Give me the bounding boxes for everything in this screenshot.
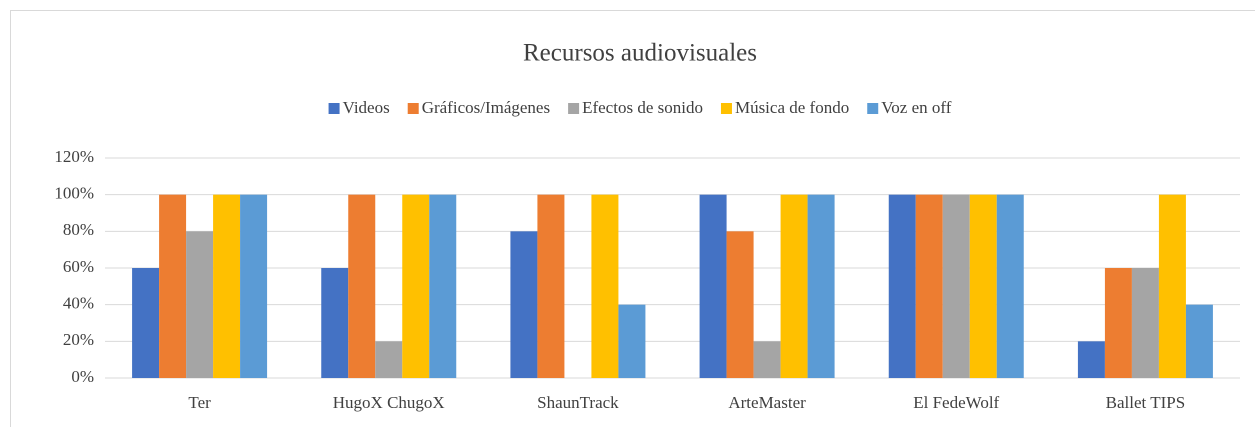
bar	[537, 194, 565, 378]
bar	[1077, 341, 1105, 378]
bar	[915, 194, 943, 378]
bar	[213, 194, 241, 378]
y-tick-label: 120%	[54, 147, 94, 166]
bar	[321, 268, 349, 378]
bar	[591, 194, 619, 378]
bar	[186, 231, 214, 378]
x-tick-label: El FedeWolf	[913, 393, 999, 412]
y-tick-label: 40%	[63, 294, 94, 313]
chart-title: Recursos audiovisuales	[523, 40, 757, 67]
legend-label: Efectos de sonido	[582, 98, 703, 117]
bar	[996, 194, 1024, 378]
bar	[969, 194, 997, 378]
bar	[942, 194, 970, 378]
legend-label: Videos	[343, 98, 390, 117]
bar	[888, 194, 916, 378]
y-tick-label: 100%	[54, 184, 94, 203]
y-tick-label: 80%	[63, 220, 94, 239]
bar	[429, 194, 457, 378]
x-tick-label: Ballet TIPS	[1106, 393, 1186, 412]
bar	[753, 341, 781, 378]
bar	[132, 268, 160, 378]
bar	[375, 341, 403, 378]
legend-label: Voz en off	[881, 98, 952, 117]
bar	[402, 194, 430, 378]
bar	[240, 194, 268, 378]
bar	[1131, 268, 1159, 378]
legend-label: Gráficos/Imágenes	[422, 98, 550, 117]
legend-swatch	[568, 103, 580, 114]
legend-swatch	[720, 103, 732, 114]
bar	[159, 194, 187, 378]
legend-swatch	[867, 103, 879, 114]
bar	[348, 194, 376, 378]
bar	[1185, 304, 1213, 378]
bar	[510, 231, 538, 378]
legend-swatch	[328, 103, 340, 114]
bar	[1158, 194, 1186, 378]
legend-swatch	[407, 103, 419, 114]
bar	[1104, 268, 1132, 378]
x-tick-label: Ter	[188, 393, 211, 412]
x-tick-label: HugoX ChugoX	[333, 393, 445, 412]
chart-border	[10, 10, 1255, 427]
x-tick-label: ArteMaster	[728, 393, 806, 412]
legend-label: Música de fondo	[735, 98, 849, 117]
bar	[618, 304, 646, 378]
bar	[807, 194, 835, 378]
x-tick-label: ShaunTrack	[537, 393, 619, 412]
bar	[780, 194, 808, 378]
y-tick-label: 0%	[71, 367, 94, 386]
y-tick-label: 20%	[63, 330, 94, 349]
y-tick-label: 60%	[63, 257, 94, 276]
bar	[699, 194, 727, 378]
bar	[726, 231, 754, 378]
